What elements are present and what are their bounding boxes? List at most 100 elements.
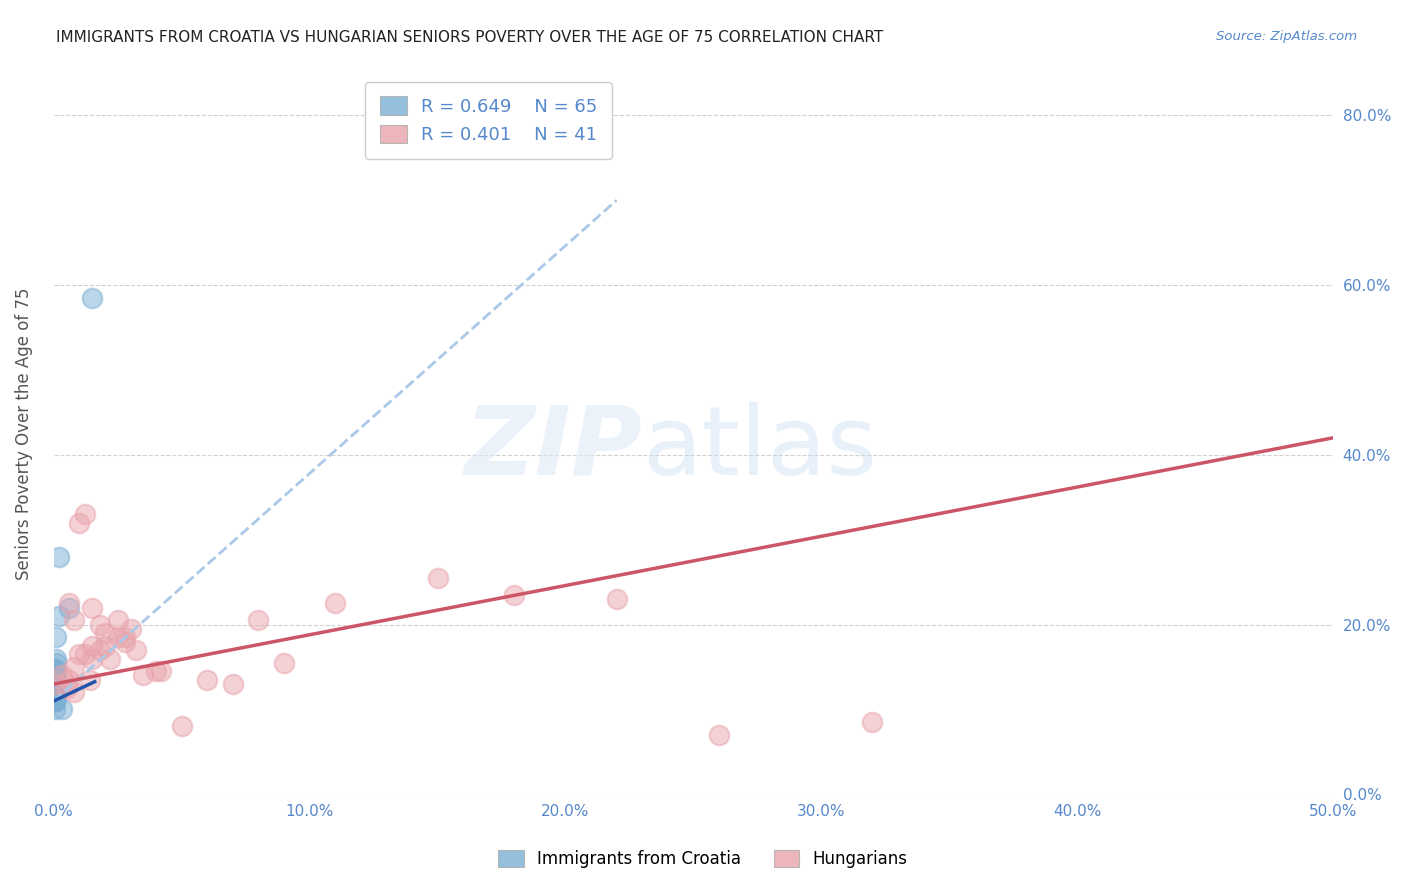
Point: [44, 685, 66, 699]
Point: [45, 656, 67, 670]
Point: [44, 685, 66, 699]
Text: IMMIGRANTS FROM CROATIA VS HUNGARIAN SENIORS POVERTY OVER THE AGE OF 75 CORRELAT: IMMIGRANTS FROM CROATIA VS HUNGARIAN SEN…: [56, 30, 883, 45]
Point: [51, 702, 73, 716]
Point: [44, 685, 66, 699]
Point: [44, 677, 66, 691]
Point: [44, 685, 66, 699]
Point: [82, 291, 104, 305]
Point: [44, 677, 66, 691]
Point: [273, 656, 295, 670]
Point: [67, 647, 90, 661]
Point: [94, 639, 117, 653]
Text: Source: ZipAtlas.com: Source: ZipAtlas.com: [1216, 30, 1357, 44]
Point: [44, 668, 66, 682]
Point: [44, 702, 66, 716]
Point: [44, 675, 66, 690]
Point: [58, 596, 80, 610]
Point: [44, 665, 66, 679]
Point: [125, 643, 148, 657]
Point: [44, 662, 66, 676]
Point: [44, 690, 66, 704]
Point: [44, 683, 66, 698]
Point: [82, 639, 104, 653]
Point: [114, 630, 136, 644]
Point: [132, 668, 155, 682]
Y-axis label: Seniors Poverty Over the Age of 75: Seniors Poverty Over the Age of 75: [15, 287, 32, 580]
Point: [170, 719, 193, 733]
Point: [44, 670, 66, 684]
Point: [44, 687, 66, 701]
Point: [44, 677, 66, 691]
Point: [145, 665, 167, 679]
Point: [44, 694, 66, 708]
Point: [44, 679, 66, 693]
Point: [44, 692, 66, 706]
Point: [107, 630, 129, 644]
Point: [44, 681, 66, 696]
Point: [44, 677, 66, 691]
Point: [44, 685, 66, 699]
Point: [45, 630, 67, 644]
Point: [44, 683, 66, 698]
Point: [107, 613, 129, 627]
Point: [58, 673, 80, 687]
Point: [323, 596, 346, 610]
Point: [44, 690, 66, 704]
Point: [44, 675, 66, 690]
Point: [44, 690, 66, 704]
Point: [44, 679, 66, 693]
Point: [44, 668, 66, 682]
Point: [44, 694, 66, 708]
Point: [426, 571, 449, 585]
Point: [44, 673, 66, 687]
Point: [79, 673, 101, 687]
Point: [44, 694, 66, 708]
Point: [44, 675, 66, 690]
Point: [44, 687, 66, 701]
Point: [73, 647, 96, 661]
Point: [44, 677, 66, 691]
Point: [94, 626, 117, 640]
Point: [89, 617, 111, 632]
Point: [120, 622, 142, 636]
Point: [44, 670, 66, 684]
Point: [48, 549, 70, 564]
Point: [44, 673, 66, 687]
Point: [55, 681, 77, 696]
Point: [707, 728, 730, 742]
Point: [58, 600, 80, 615]
Point: [82, 600, 104, 615]
Point: [51, 668, 73, 682]
Point: [44, 681, 66, 696]
Point: [44, 666, 66, 681]
Point: [150, 665, 173, 679]
Point: [195, 673, 218, 687]
Point: [67, 516, 90, 530]
Point: [44, 666, 66, 681]
Point: [63, 685, 86, 699]
Point: [503, 588, 526, 602]
Point: [44, 677, 66, 691]
Legend: Immigrants from Croatia, Hungarians: Immigrants from Croatia, Hungarians: [492, 843, 914, 875]
Point: [44, 668, 66, 682]
Point: [44, 662, 66, 676]
Point: [48, 609, 70, 624]
Point: [44, 683, 66, 698]
Text: atlas: atlas: [643, 401, 877, 494]
Point: [44, 690, 66, 704]
Point: [63, 660, 86, 674]
Point: [73, 508, 96, 522]
Point: [63, 613, 86, 627]
Point: [44, 679, 66, 693]
Point: [82, 651, 104, 665]
Legend: R = 0.649    N = 65, R = 0.401    N = 41: R = 0.649 N = 65, R = 0.401 N = 41: [366, 82, 612, 159]
Point: [45, 651, 67, 665]
Point: [44, 690, 66, 704]
Point: [606, 592, 628, 607]
Point: [247, 613, 270, 627]
Point: [114, 634, 136, 648]
Point: [44, 679, 66, 693]
Point: [44, 683, 66, 698]
Point: [44, 683, 66, 698]
Point: [44, 687, 66, 701]
